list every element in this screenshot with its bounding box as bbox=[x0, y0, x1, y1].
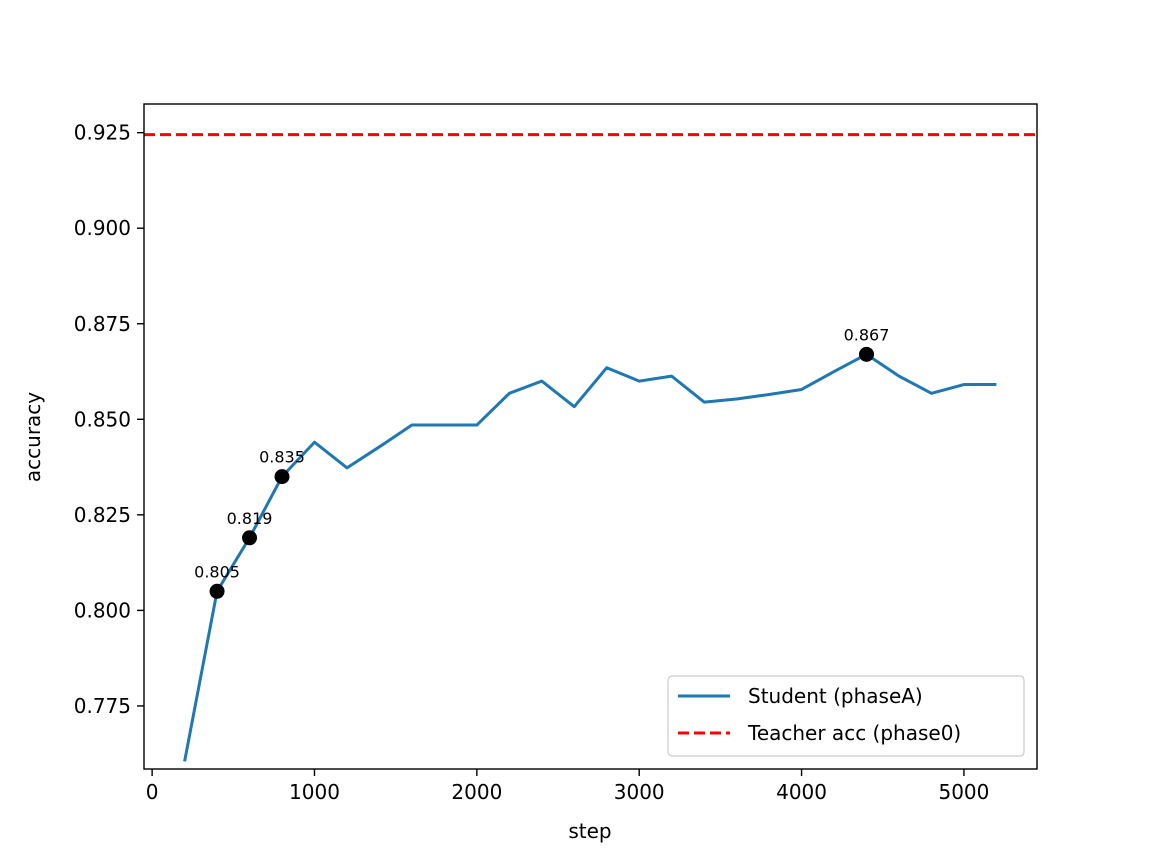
marker-layer: 0.805 0.819 0.835 0.867 bbox=[194, 325, 890, 599]
y-tick-label: 0.775 bbox=[74, 694, 131, 718]
legend-label-student: Student (phaseA) bbox=[748, 684, 923, 708]
highlight-point bbox=[242, 530, 258, 546]
plot-frame bbox=[143, 103, 1038, 770]
y-axis-title: accuracy bbox=[21, 392, 45, 482]
point-annotation: 0.835 bbox=[259, 448, 305, 467]
legend-label-teacher: Teacher acc (phase0) bbox=[747, 721, 961, 745]
y-tick-label: 0.925 bbox=[74, 121, 131, 145]
y-tick-label: 0.875 bbox=[74, 312, 131, 336]
legend: Student (phaseA) Teacher acc (phase0) bbox=[667, 675, 1025, 757]
y-tick-label: 0.850 bbox=[74, 407, 131, 431]
x-tick-label: 2000 bbox=[451, 780, 502, 804]
y-axis: 0.775 0.800 0.825 0.850 0.875 0.900 0.925 bbox=[74, 121, 144, 718]
highlight-point bbox=[859, 346, 875, 362]
x-tick-label: 5000 bbox=[938, 780, 989, 804]
point-annotation: 0.819 bbox=[227, 509, 273, 528]
x-tick-label: 4000 bbox=[776, 780, 827, 804]
y-tick-label: 0.825 bbox=[74, 503, 131, 527]
plot-area bbox=[144, 104, 1037, 769]
x-axis: 0 1000 2000 3000 4000 5000 bbox=[146, 769, 989, 804]
highlight-point bbox=[209, 583, 225, 599]
y-tick-label: 0.800 bbox=[74, 598, 131, 622]
highlight-point bbox=[274, 469, 290, 485]
y-tick-label: 0.900 bbox=[74, 216, 131, 240]
x-tick-label: 3000 bbox=[614, 780, 665, 804]
x-axis-title: step bbox=[568, 819, 611, 843]
point-annotation: 0.805 bbox=[194, 562, 240, 581]
point-annotation: 0.867 bbox=[844, 325, 890, 344]
legend-box bbox=[667, 675, 1025, 757]
x-tick-label: 1000 bbox=[289, 780, 340, 804]
x-tick-label: 0 bbox=[146, 780, 159, 804]
